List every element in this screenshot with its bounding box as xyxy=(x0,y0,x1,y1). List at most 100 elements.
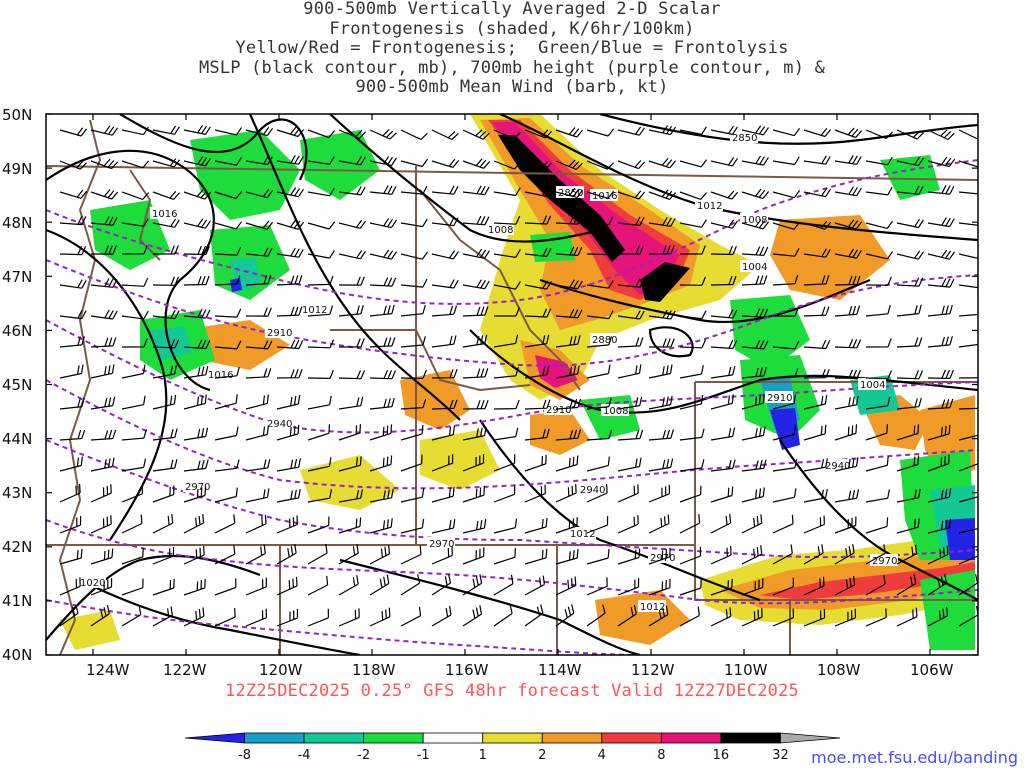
wind-barb xyxy=(710,459,736,472)
height-label: 2880 xyxy=(592,335,617,346)
wind-barb xyxy=(710,157,738,167)
wind-barb xyxy=(772,247,800,257)
wind-barb xyxy=(121,578,144,596)
wind-barb xyxy=(400,518,425,534)
wind-barb xyxy=(369,424,393,441)
wind-barb xyxy=(617,484,639,503)
wind-barb xyxy=(710,309,738,319)
lat-label-46n: 46N xyxy=(2,322,32,340)
wind-barb xyxy=(896,185,924,195)
wind-barb xyxy=(276,394,301,410)
wind-barb xyxy=(152,158,181,168)
lat-label-50n: 50N xyxy=(2,106,32,124)
wind-barb xyxy=(276,126,305,138)
wind-barb xyxy=(90,309,118,320)
lon-label-120w: 120W xyxy=(259,661,303,679)
wind-barb xyxy=(834,305,861,317)
wind-barb xyxy=(152,514,174,534)
wind-barb xyxy=(400,454,423,472)
wind-barb xyxy=(710,190,739,200)
title-line-3: Yellow/Red = Frontogenesis; Green/Blue =… xyxy=(235,38,789,58)
wind-barb xyxy=(338,219,366,229)
wind-barb xyxy=(958,528,978,534)
wind-barb xyxy=(648,277,676,287)
wind-barb xyxy=(710,365,736,379)
wind-barb xyxy=(152,309,180,320)
wind-barb xyxy=(617,310,645,320)
wind-barb xyxy=(462,129,490,140)
wind-barb xyxy=(431,335,457,348)
wind-barb xyxy=(648,458,674,472)
wind-barb xyxy=(834,369,861,379)
wind-barb xyxy=(431,574,452,596)
wind-barb xyxy=(493,187,521,197)
wind-barb xyxy=(648,245,675,255)
wind-barb xyxy=(183,486,207,503)
wind-barb xyxy=(524,280,552,290)
wind-barb xyxy=(90,216,118,226)
wind-barb xyxy=(90,604,110,627)
wind-barb xyxy=(245,425,269,441)
wind-barb xyxy=(958,129,978,140)
wind-barb xyxy=(152,218,180,228)
wind-barb xyxy=(245,577,267,596)
wind-barb xyxy=(617,245,644,255)
wind-barb xyxy=(152,578,175,596)
wind-barb xyxy=(152,190,181,200)
wind-barb xyxy=(772,340,800,350)
wind-barb xyxy=(369,518,393,534)
lat-label-43n: 43N xyxy=(2,484,32,502)
wind-barb xyxy=(586,483,608,503)
wind-barb xyxy=(524,365,550,379)
colorbar-swatch xyxy=(482,732,543,744)
wind-barb xyxy=(958,496,978,503)
wind-barb xyxy=(245,544,266,565)
wind-barb xyxy=(152,428,178,441)
wind-barb xyxy=(369,488,394,503)
title-line-2: Frontogenesis (shaded, K/6hr/100km) xyxy=(329,18,695,39)
wind-barb xyxy=(214,394,238,410)
wind-barb xyxy=(927,574,948,596)
wind-barb xyxy=(276,339,304,350)
wind-barb xyxy=(400,158,429,168)
mslp-label: 1012 xyxy=(697,201,722,212)
wind-barb xyxy=(586,548,610,565)
wind-barb xyxy=(648,309,676,320)
wind-barb xyxy=(524,334,550,348)
wind-barb xyxy=(710,427,736,441)
wind-barb xyxy=(927,156,956,168)
wind-barb xyxy=(865,370,893,380)
wind-barb xyxy=(276,424,300,441)
wind-barb xyxy=(121,338,148,348)
wind-barb xyxy=(338,456,362,472)
wind-barb xyxy=(834,155,862,165)
wind-barb xyxy=(617,190,646,200)
wind-barb xyxy=(276,544,297,565)
wind-barb xyxy=(555,215,583,225)
wind-barb xyxy=(369,397,395,410)
wind-barb xyxy=(865,251,893,260)
wind-barb xyxy=(555,455,579,472)
axis-ticks xyxy=(46,113,978,656)
wind-barb xyxy=(679,485,702,503)
wind-barb xyxy=(617,216,645,226)
wind-barb xyxy=(710,545,732,565)
wind-barb xyxy=(307,305,334,317)
wind-barb xyxy=(958,434,978,441)
colorbar: -8 -4 -2 -1 1 2 4 8 16 32 xyxy=(184,732,841,763)
wind-barb xyxy=(183,513,205,534)
wind-barb xyxy=(555,308,583,319)
wind-barb xyxy=(214,157,242,166)
wind-barb xyxy=(772,425,796,441)
longitude-axis: 124W 122W 120W 118W 116W 114W 112W 110W … xyxy=(86,661,954,679)
wind-barb xyxy=(400,278,428,288)
state-borders xyxy=(46,119,978,655)
colorbar-swatch xyxy=(720,732,781,744)
wind-barb xyxy=(803,576,825,596)
wind-barb xyxy=(307,395,332,410)
wind-barb xyxy=(741,426,766,441)
mslp-label: 1012 xyxy=(302,305,327,316)
lon-label-118w: 118W xyxy=(352,661,396,679)
wind-barb xyxy=(493,427,519,441)
wind-barb xyxy=(555,246,583,256)
